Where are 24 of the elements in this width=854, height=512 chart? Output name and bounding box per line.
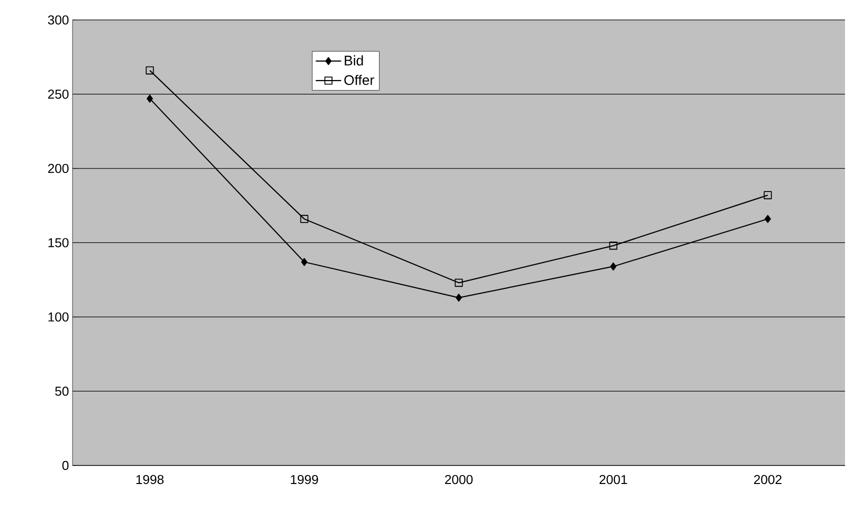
point (609, 241, 618, 250)
x-tick-label: 1998 (136, 474, 164, 484)
point (610, 262, 616, 270)
y-tick-label: 250 (48, 89, 69, 99)
legend-label: Bid (344, 55, 363, 66)
point (301, 258, 308, 266)
point (764, 191, 772, 200)
x-tick-label: 2001 (600, 474, 628, 484)
y-tick-label: 0 (62, 460, 69, 470)
point (300, 214, 308, 223)
y-tick-label: 200 (48, 164, 69, 173)
y-tick-label: 50 (55, 386, 69, 396)
point (146, 94, 153, 103)
point (454, 278, 463, 287)
point (456, 293, 462, 302)
x-tick-label: 2000 (445, 474, 473, 484)
y-tick-label: 100 (48, 312, 69, 322)
point (146, 66, 154, 74)
y-tick-label: 300 (48, 15, 69, 24)
legend-label: Offer (344, 74, 374, 85)
x-tick-label: 2002 (754, 474, 782, 484)
x-tick-label: 1999 (290, 474, 318, 484)
y-tick-label: 150 (48, 238, 69, 248)
point (764, 214, 771, 223)
